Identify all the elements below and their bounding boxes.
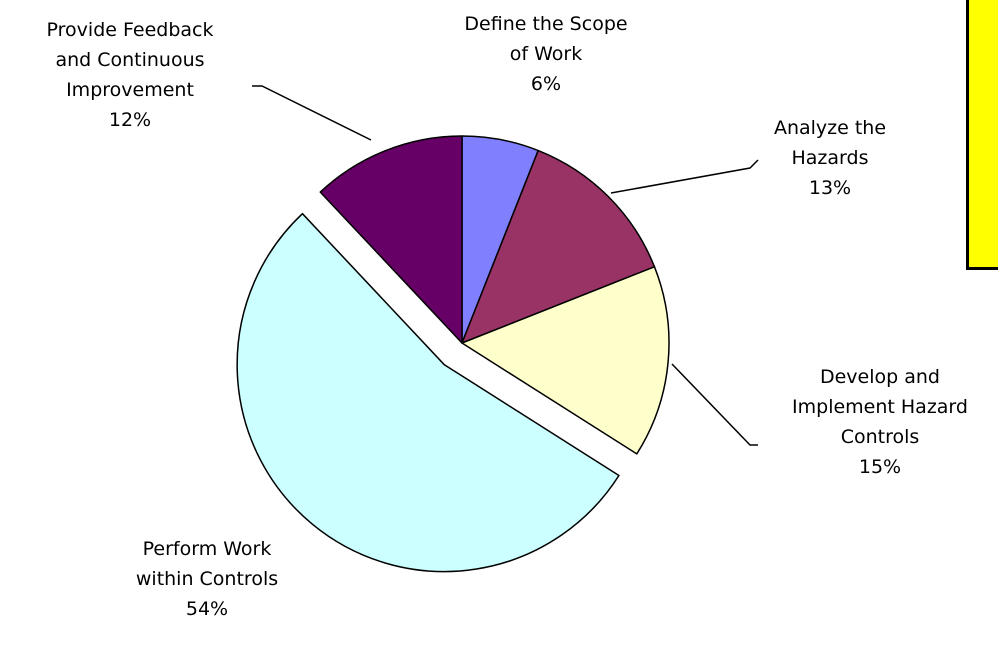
slice-label-line: 13% (809, 177, 851, 199)
slice-label: Develop and Implement Hazard Controls 15% (792, 366, 968, 478)
slice-label-line: 54% (186, 598, 228, 620)
slice-label: Analyze the Hazards 13% (774, 117, 886, 199)
slice-label-line: and Continuous (55, 49, 204, 71)
leader-line (252, 85, 372, 141)
slice-label-line: Implement Hazard (792, 396, 968, 418)
slice-label-line: Define the Scope (464, 13, 627, 35)
slice-label-line: Develop and (820, 366, 940, 388)
slice-label-line: Controls (841, 426, 920, 448)
leader-lines (252, 85, 759, 446)
pie-slices (236, 135, 670, 573)
slice-label-line: Perform Work (143, 538, 272, 560)
slice-label: Perform Work within Controls 54% (136, 538, 278, 620)
slice-label-line: within Controls (136, 568, 278, 590)
slice-label-line: 15% (859, 456, 901, 478)
pie-slice (461, 266, 670, 455)
slice-label-line: Improvement (66, 79, 194, 101)
leader-line (671, 363, 758, 446)
slice-label-line: Hazards (792, 147, 869, 169)
slice-label-line: Analyze the (774, 117, 886, 139)
pie-slice (236, 212, 620, 573)
slice-label-line: Provide Feedback (47, 19, 214, 41)
slice-labels: Define the Scope of Work 6% Analyze the Haza… (47, 13, 968, 620)
slice-label-line: 6% (531, 73, 561, 95)
slice-label-line: of Work (510, 43, 582, 65)
slice-label: Define the Scope of Work 6% (464, 13, 627, 95)
pie-slice (319, 135, 463, 344)
slice-label-line: 12% (109, 109, 151, 131)
yellow-note-box (966, 0, 998, 270)
leader-line (610, 159, 759, 194)
pie-slice (461, 149, 656, 344)
slice-label: Provide Feedback and Continuous Improvemen… (47, 19, 214, 131)
